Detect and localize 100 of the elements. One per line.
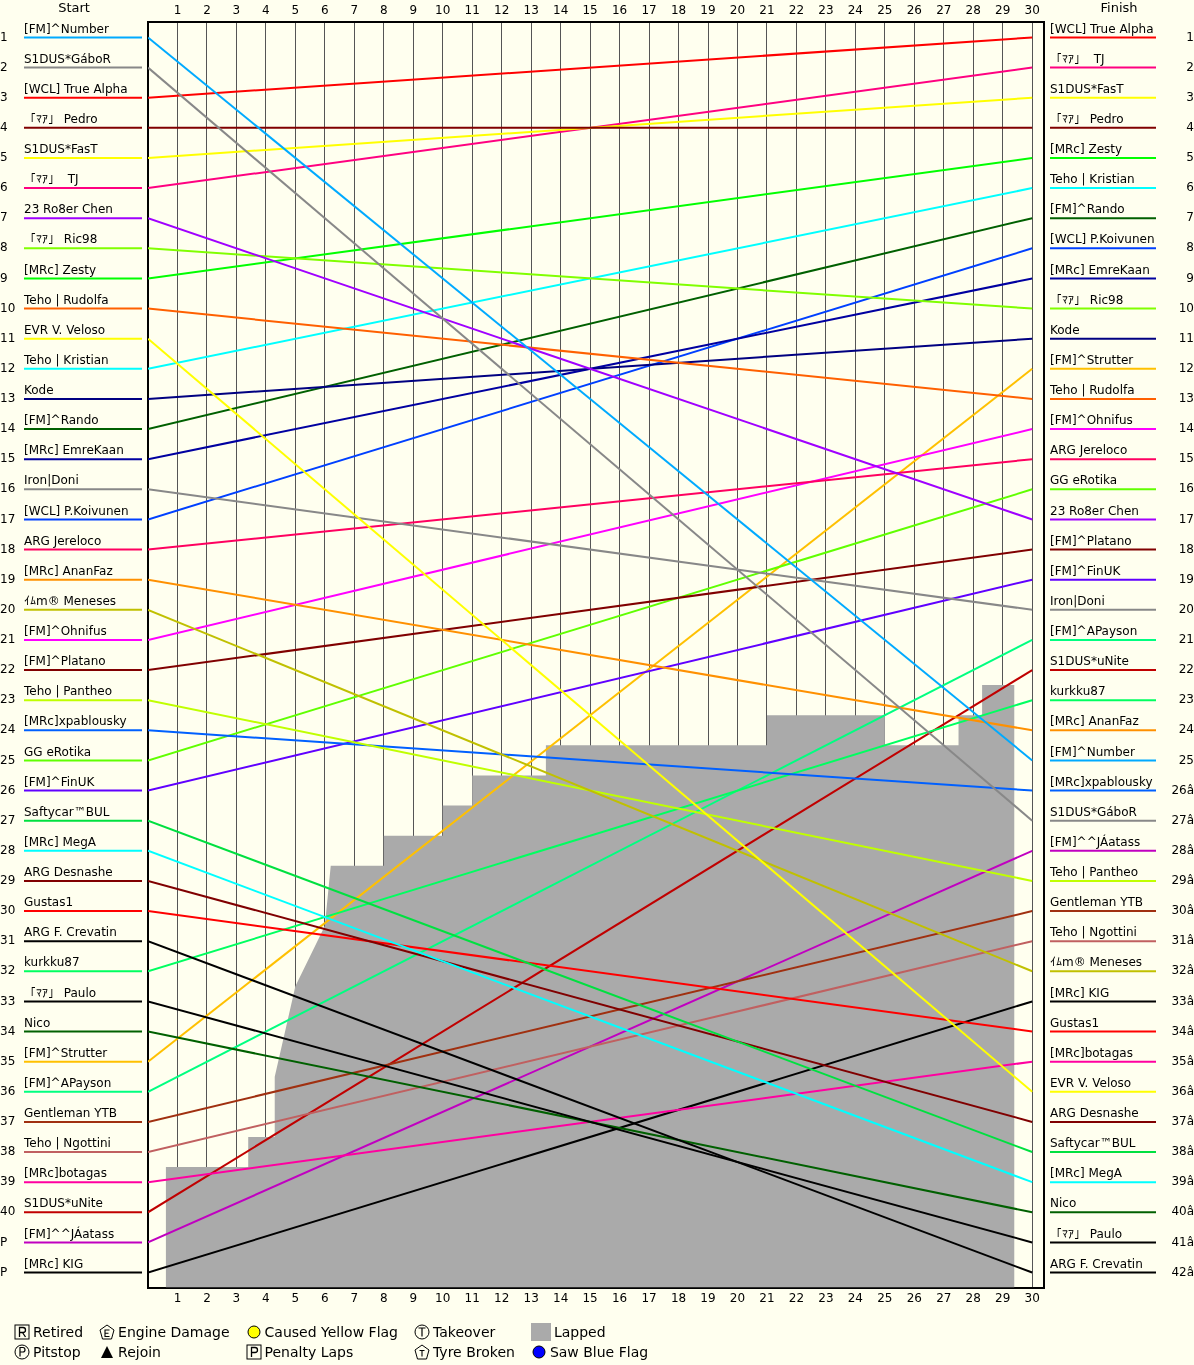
y2-tick-label: 26â [1171, 782, 1194, 797]
text: [MRc] Zesty [24, 262, 97, 277]
x-tick-label: 23 [818, 1290, 834, 1305]
x-tick-label: 18 [670, 1290, 687, 1305]
text: [MRc] MegA [24, 834, 97, 849]
x2-tick-label: 20 [729, 3, 746, 18]
y2-tick-label: 30â [1171, 903, 1194, 918]
y-tick-label: 36 [0, 1083, 16, 1098]
y-tick-label: 38 [0, 1144, 16, 1159]
x-tick-label: 16 [611, 1290, 628, 1305]
y2-tick-label: 9 [1186, 270, 1194, 285]
series-label: kurkku87 [1050, 684, 1106, 699]
x2-tick-label: 27 [936, 3, 952, 18]
x-tick-label: 10 [435, 1290, 451, 1305]
series-label: [FM]^Strutter [1050, 352, 1134, 367]
series-label: Saftycar™BUL [1050, 1136, 1136, 1151]
text: Finish [1100, 0, 1138, 16]
series-label: [FM]^APayson [1050, 624, 1138, 639]
text: [MRc]botagas [24, 1166, 107, 1181]
text: ARG F. Crevatin [24, 925, 117, 940]
text: Start [58, 0, 90, 16]
series-label: ｲﾑm® Meneses [1050, 955, 1143, 970]
text: 「ﾏｱ」 Ric98 [24, 232, 98, 247]
x-tick-label: 17 [641, 1290, 657, 1305]
series-label: [FM]^Rando [1050, 202, 1125, 217]
x-tick-label: 3 [232, 1290, 241, 1305]
y-tick-label: 32 [0, 963, 16, 978]
text: 「ﾏｱ」 Pedro [24, 111, 98, 126]
x2-tick-label: 13 [523, 3, 539, 18]
y-tick-label: 22 [0, 662, 16, 677]
series-label: Teho | Ngottini [1049, 925, 1137, 940]
text: EVR V. Veloso [24, 322, 106, 337]
x-tick-label: 11 [464, 1290, 480, 1305]
series-label: S1DUS*FasT [1050, 81, 1125, 96]
x-tick-label: 2 [203, 1290, 211, 1305]
text: GG eRotika [24, 744, 92, 759]
legend-label: Lapped [553, 1324, 606, 1340]
y2-tick-label: 25 [1178, 752, 1194, 767]
y-tick-label: 1 [0, 29, 8, 44]
text: [MRc] AnanFaz [24, 563, 113, 578]
x-tick-label: 30 [1024, 1290, 1040, 1305]
y2-tick-label: 3 [1186, 89, 1194, 104]
text: [FM]^^JÁatass [24, 1226, 115, 1241]
text: Nico [24, 1015, 51, 1030]
text: Rejoin [118, 1344, 161, 1360]
y2-tick-label: 23 [1178, 692, 1194, 707]
y-tick-label: 4 [0, 119, 8, 134]
x2-tick-label: 30 [1024, 3, 1040, 18]
x-tick-label: 28 [965, 1290, 981, 1305]
x-tick-label: 8 [379, 1290, 388, 1305]
text: Pitstop [33, 1344, 81, 1360]
text: 「ﾏｱ」 Paulo [24, 985, 97, 1000]
y2-tick-label: 14 [1178, 421, 1194, 436]
text: [WCL] True Alpha [24, 81, 128, 96]
x2-tick-label: 5 [291, 3, 300, 18]
x-tick-label: 13 [523, 1290, 539, 1305]
y-tick-label: 35 [0, 1053, 16, 1068]
y-tick-label: 2 [0, 59, 8, 74]
y2-tick-label: 16 [1178, 481, 1194, 496]
text: [FM]^Rando [24, 413, 99, 428]
series-label: ARG Jereloco [1050, 443, 1128, 458]
y2-tick-label: 7 [1186, 210, 1194, 225]
y2-tick-label: 4 [1186, 119, 1194, 134]
y-tick-label: 14 [0, 421, 16, 436]
y-tick-label: 25 [0, 752, 16, 767]
x-tick-label: 20 [729, 1290, 746, 1305]
x-tick-label: 6 [321, 1290, 329, 1305]
series-label: 「ﾏｱ」 Paulo [1050, 1226, 1123, 1241]
x2-tick-label: 24 [847, 3, 864, 18]
series-label: 「ﾏｱ」 TJ [1050, 51, 1105, 66]
x-tick-label: 22 [788, 1290, 805, 1305]
series-label: 「ﾏｱ」 Pedro [1050, 111, 1124, 126]
text: 「ﾏｱ」 TJ [24, 172, 79, 187]
text: [FM]^APayson [24, 1075, 112, 1090]
text: Saftycar™BUL [24, 804, 110, 819]
series-label: S1DUS*uNite [1050, 654, 1129, 669]
y2-tick-label: 22 [1178, 662, 1194, 677]
x-tick-label: 21 [759, 1290, 775, 1305]
text: Teho | Ngottini [24, 1136, 111, 1151]
y2-tick-label: 21 [1178, 632, 1194, 647]
series-label: Teho | Kristian [1049, 172, 1135, 187]
series-label: [MRc]botagas [1050, 1045, 1133, 1060]
text: S1DUS*uNite [24, 1196, 103, 1211]
text: S1DUS*FasT [24, 142, 98, 157]
y-tick-label: 33 [0, 993, 16, 1008]
y-tick-label: 37 [0, 1114, 16, 1129]
text: Retired [33, 1324, 84, 1340]
y-tick-label: 5 [0, 150, 8, 165]
y2-tick-label: 38â [1171, 1144, 1194, 1159]
text: Iron|Doni [24, 473, 79, 488]
y-tick-label: 8 [0, 240, 8, 255]
series-label: [FM]^Platano [1050, 533, 1132, 548]
y-tick-label: 39 [0, 1174, 16, 1189]
x2-tick-label: 1 [173, 3, 182, 18]
y2-tick-label: 6 [1186, 180, 1194, 195]
x-tick-label: 27 [936, 1290, 952, 1305]
text: Tyre Broken [433, 1344, 515, 1360]
text: Penalty Laps [264, 1344, 354, 1360]
y2-tick-label: 39â [1171, 1174, 1194, 1189]
x-tick-label: 19 [700, 1290, 716, 1305]
